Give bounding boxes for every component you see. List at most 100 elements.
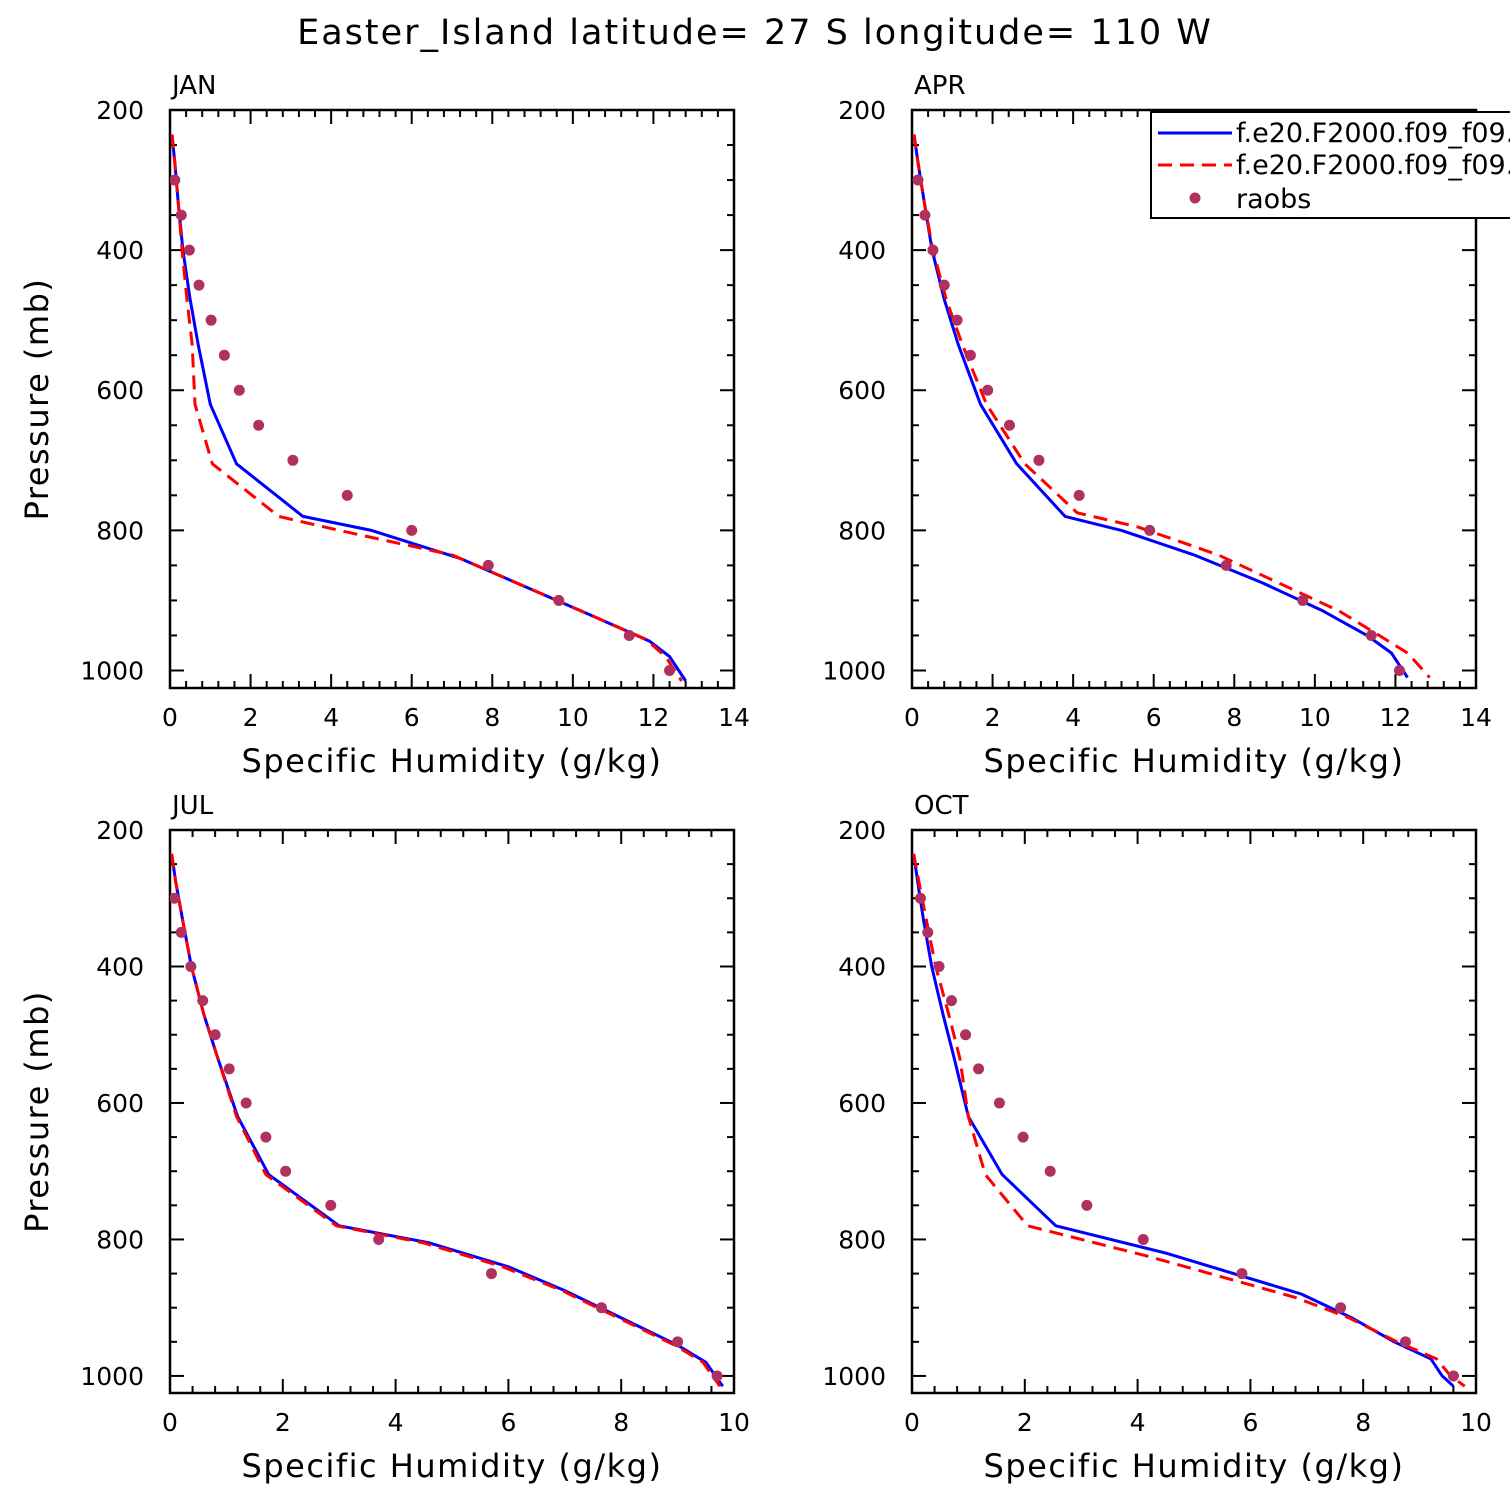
y-tick-label: 200 [96,96,144,125]
plot-frame [168,828,736,1395]
figure-title: Easter_Island latitude= 27 S longitude= … [297,13,1213,53]
y-tick-label: 400 [838,952,886,981]
raobs-point [280,1165,292,1177]
y-tick-label: 800 [96,1225,144,1254]
raobs-point [1220,559,1232,571]
y-tick-label: 400 [838,236,886,265]
x-tick-label: 8 [1226,703,1242,732]
raobs-point [193,279,205,291]
raobs-point [406,524,418,536]
raobs-point [672,1336,684,1348]
panel-jan: JAN 0 2 4 6 8 10 12 14 200 400 600 800 1000 Specific H… [18,71,750,780]
x-tick-label: 10 [1299,703,1331,732]
raobs-point [233,384,245,396]
raobs-point [240,1097,252,1109]
raobs-point [960,1029,972,1041]
series-line-2 [912,853,1466,1388]
y-tick-label: 600 [96,1089,144,1118]
x-axis-label: Specific Humidity (g/kg) [984,1447,1405,1485]
y-tick-label: 1000 [822,1362,886,1391]
raobs-point [993,1097,1005,1109]
x-tick-label: 0 [162,703,178,732]
x-tick-label: 4 [323,703,339,732]
x-tick-label: 2 [1017,1408,1033,1437]
y-tick-label: 200 [96,816,144,845]
series-line-1 [170,853,724,1388]
y-tick-label: 1000 [80,1362,144,1391]
x-tick-label: 0 [904,703,920,732]
raobs-point [914,892,926,904]
plot-area [170,134,687,682]
plot-area [912,853,1466,1388]
x-tick-label: 6 [1146,703,1162,732]
y-tick-label: 800 [96,516,144,545]
raobs-point [1365,629,1377,641]
panel-title: JUL [170,791,214,821]
raobs-point [253,419,265,431]
raobs-point [623,629,635,641]
raobs-point [973,1063,985,1075]
series-line-2 [912,134,1431,679]
panel-title: APR [914,71,966,101]
raobs-point [183,244,195,256]
raobs-point [205,314,217,326]
raobs-point [485,1268,497,1280]
raobs-point [197,995,209,1007]
x-tick-label: 2 [275,1408,291,1437]
raobs-point [185,960,197,972]
raobs-point [1393,664,1405,676]
series-line-1 [170,134,687,682]
y-tick-label: 200 [838,96,886,125]
raobs-point [1297,594,1309,606]
legend: f.e20.F2000.f09_f09.ne30_ta_r01f.e20.F20… [1150,111,1510,219]
raobs-point [912,174,924,186]
x-tick-label: 10 [718,1408,750,1437]
raobs-point [1144,524,1156,536]
plot-frame [910,108,1478,690]
raobs-point [287,454,299,466]
plot-frame [910,828,1478,1395]
raobs-point [218,349,230,361]
raobs-point [373,1233,385,1245]
raobs-point [1400,1336,1411,1348]
raobs-point [1033,454,1045,466]
x-tick-label: 6 [500,1408,516,1437]
x-tick-label: 4 [1130,1408,1146,1437]
y-axis-label: Pressure (mb) [18,278,56,521]
y-tick-label: 600 [838,1089,886,1118]
plot-area [170,853,724,1388]
x-tick-label: 4 [388,1408,404,1437]
x-tick-label: 8 [1355,1408,1371,1437]
y-tick-label: 600 [838,376,886,405]
x-axis-label: Specific Humidity (g/kg) [242,742,663,780]
raobs-point [1447,1370,1459,1382]
raobs-point [553,594,565,606]
x-tick-label: 14 [718,703,750,732]
raobs-point [341,489,353,501]
y-tick-label: 1000 [80,656,144,685]
raobs-point [595,1302,607,1314]
x-axis-label: Specific Humidity (g/kg) [242,1447,663,1485]
raobs-point [209,1029,221,1041]
series-line-2 [170,134,683,682]
x-tick-label: 6 [404,703,420,732]
y-tick-label: 200 [838,816,886,845]
raobs-point [711,1370,723,1382]
raobs-point [919,209,931,221]
raobs-point [325,1199,337,1211]
series-line-1 [912,853,1455,1388]
x-tick-label: 8 [484,703,500,732]
raobs-point [1081,1199,1093,1211]
raobs-point [938,279,950,291]
x-tick-label: 2 [985,703,1001,732]
x-tick-label: 12 [1380,703,1412,732]
raobs-point [982,384,994,396]
panel-title: OCT [914,791,969,821]
raobs-point [170,174,181,186]
raobs-point [951,314,963,326]
y-tick-label: 400 [96,236,144,265]
raobs-point [927,244,939,256]
raobs-point [1335,1302,1347,1314]
raobs-point [1137,1233,1149,1245]
